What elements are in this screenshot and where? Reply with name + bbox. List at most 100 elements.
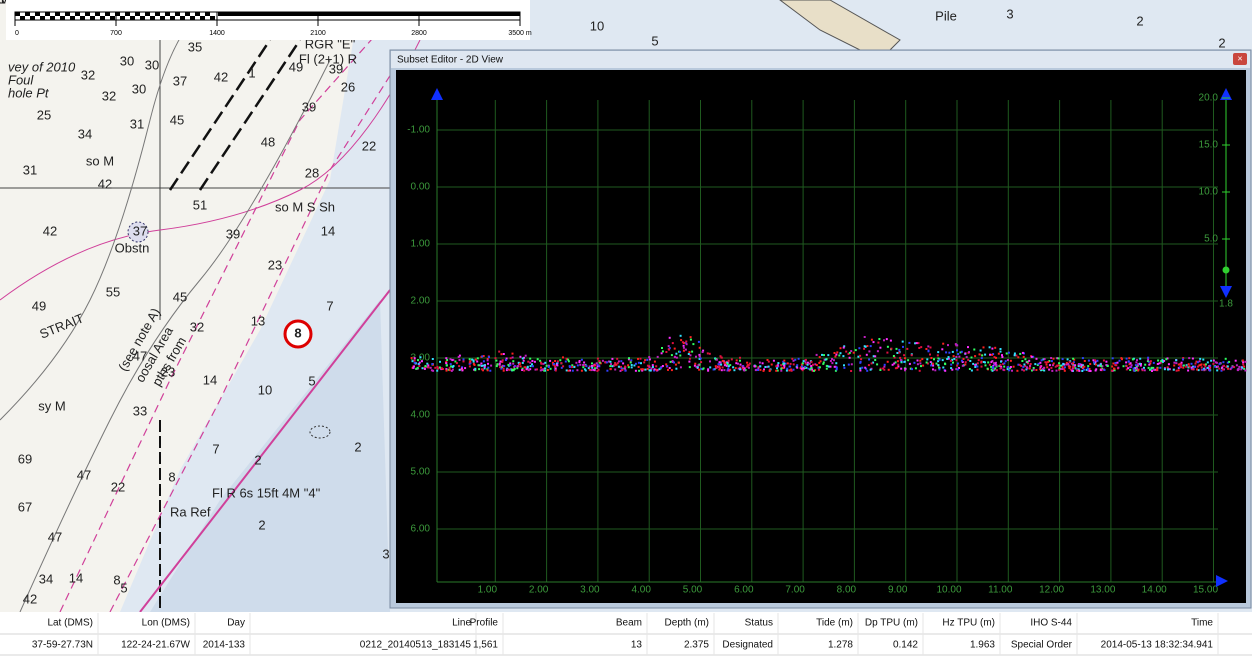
sounding-point bbox=[775, 365, 778, 368]
sounding-point bbox=[1088, 369, 1091, 372]
sounding-point bbox=[1081, 366, 1084, 369]
sounding-point bbox=[1006, 368, 1009, 371]
sounding-point bbox=[661, 347, 663, 349]
sounding-point bbox=[473, 364, 476, 366]
sounding-point bbox=[1106, 365, 1109, 367]
sounding-point bbox=[712, 368, 715, 371]
sounding-point bbox=[544, 367, 546, 370]
sounding-point bbox=[916, 363, 919, 366]
sounding-point bbox=[531, 360, 534, 362]
sounding-point bbox=[854, 349, 857, 352]
sounding-point bbox=[526, 366, 529, 369]
sounding-point bbox=[1019, 352, 1022, 355]
sounding-point bbox=[1150, 366, 1153, 369]
sounding-point bbox=[766, 365, 769, 368]
sounding-point bbox=[1088, 368, 1091, 370]
map-label: 33 bbox=[133, 403, 147, 418]
sounding-point bbox=[863, 347, 866, 350]
sounding-point bbox=[1058, 368, 1061, 371]
sounding-point bbox=[567, 360, 570, 363]
sounding-point bbox=[893, 356, 896, 359]
sounding-point bbox=[1081, 364, 1084, 367]
sounding-point bbox=[929, 361, 932, 364]
sounding-point bbox=[1135, 369, 1138, 372]
close-icon[interactable]: × bbox=[1237, 53, 1242, 63]
sounding-point bbox=[596, 365, 599, 367]
sounding-point bbox=[800, 367, 803, 370]
sounding-point bbox=[739, 356, 741, 359]
sounding-point bbox=[733, 369, 736, 372]
sounding-point bbox=[521, 367, 524, 370]
sounding-point bbox=[860, 358, 863, 361]
scale-segment bbox=[55, 12, 60, 16]
sounding-point bbox=[709, 366, 712, 369]
sounding-point bbox=[540, 361, 542, 364]
sounding-point bbox=[836, 351, 839, 354]
sounding-point bbox=[790, 369, 793, 372]
sounding-point bbox=[679, 366, 682, 369]
sounding-point bbox=[1204, 363, 1207, 366]
sounding-point bbox=[1182, 366, 1185, 369]
scale-segment bbox=[205, 16, 210, 20]
sounding-point bbox=[505, 357, 508, 360]
sounding-point bbox=[818, 366, 821, 369]
map-label: 42 bbox=[214, 69, 228, 84]
sounding-point bbox=[1111, 365, 1114, 368]
sounding-point bbox=[1083, 360, 1086, 362]
sounding-point bbox=[978, 353, 981, 356]
sounding-point bbox=[1048, 368, 1051, 371]
sounding-point bbox=[991, 353, 993, 356]
sounding-point bbox=[1029, 364, 1032, 367]
sounding-point bbox=[818, 356, 821, 359]
sounding-point bbox=[835, 366, 838, 369]
close-button[interactable] bbox=[1233, 53, 1247, 65]
sounding-point bbox=[797, 357, 800, 360]
sounding-point bbox=[904, 357, 906, 360]
sounding-point bbox=[932, 368, 934, 371]
sounding-point bbox=[477, 364, 480, 367]
sounding-point bbox=[894, 367, 897, 370]
sounding-point bbox=[883, 339, 885, 342]
sounding-point bbox=[1009, 367, 1012, 370]
sounding-point bbox=[813, 369, 815, 372]
sounding-point bbox=[925, 361, 928, 364]
scale-segment bbox=[40, 12, 45, 16]
sounding-point bbox=[661, 365, 664, 367]
sounding-point bbox=[473, 368, 476, 371]
sounding-point bbox=[640, 362, 642, 365]
sounding-point bbox=[956, 368, 959, 371]
sounding-point bbox=[1198, 364, 1201, 367]
sounding-point bbox=[1178, 366, 1181, 369]
sounding-point bbox=[1137, 363, 1140, 365]
sounding-point bbox=[735, 362, 738, 365]
sounding-point bbox=[695, 365, 698, 368]
sounding-point bbox=[1236, 368, 1239, 371]
sounding-point bbox=[668, 347, 671, 350]
sounding-point bbox=[945, 351, 948, 354]
scale-segment bbox=[165, 16, 170, 20]
sounding-point bbox=[737, 367, 740, 370]
sounding-point bbox=[1137, 364, 1140, 367]
sounding-point bbox=[759, 368, 762, 371]
map-label: 31 bbox=[130, 116, 144, 131]
sounding-point bbox=[509, 364, 512, 367]
sounding-point bbox=[874, 355, 877, 358]
sounding-point bbox=[825, 367, 828, 370]
sounding-point bbox=[617, 360, 620, 363]
sounding-point bbox=[919, 359, 922, 362]
sounding-point bbox=[698, 355, 701, 358]
sounding-point bbox=[835, 368, 838, 371]
sounding-point bbox=[956, 364, 959, 367]
sounding-point bbox=[545, 364, 548, 367]
sounding-point bbox=[681, 341, 684, 344]
sounding-point bbox=[718, 368, 721, 371]
map-label: 23 bbox=[268, 257, 282, 272]
slider-handle[interactable] bbox=[1222, 266, 1230, 274]
sounding-point bbox=[1129, 369, 1132, 371]
sounding-point bbox=[791, 357, 794, 360]
sounding-point bbox=[1000, 365, 1003, 368]
sounding-point bbox=[1022, 365, 1025, 368]
sounding-point bbox=[832, 359, 835, 362]
sounding-point bbox=[1073, 358, 1076, 361]
column-header: Time bbox=[1191, 618, 1213, 629]
